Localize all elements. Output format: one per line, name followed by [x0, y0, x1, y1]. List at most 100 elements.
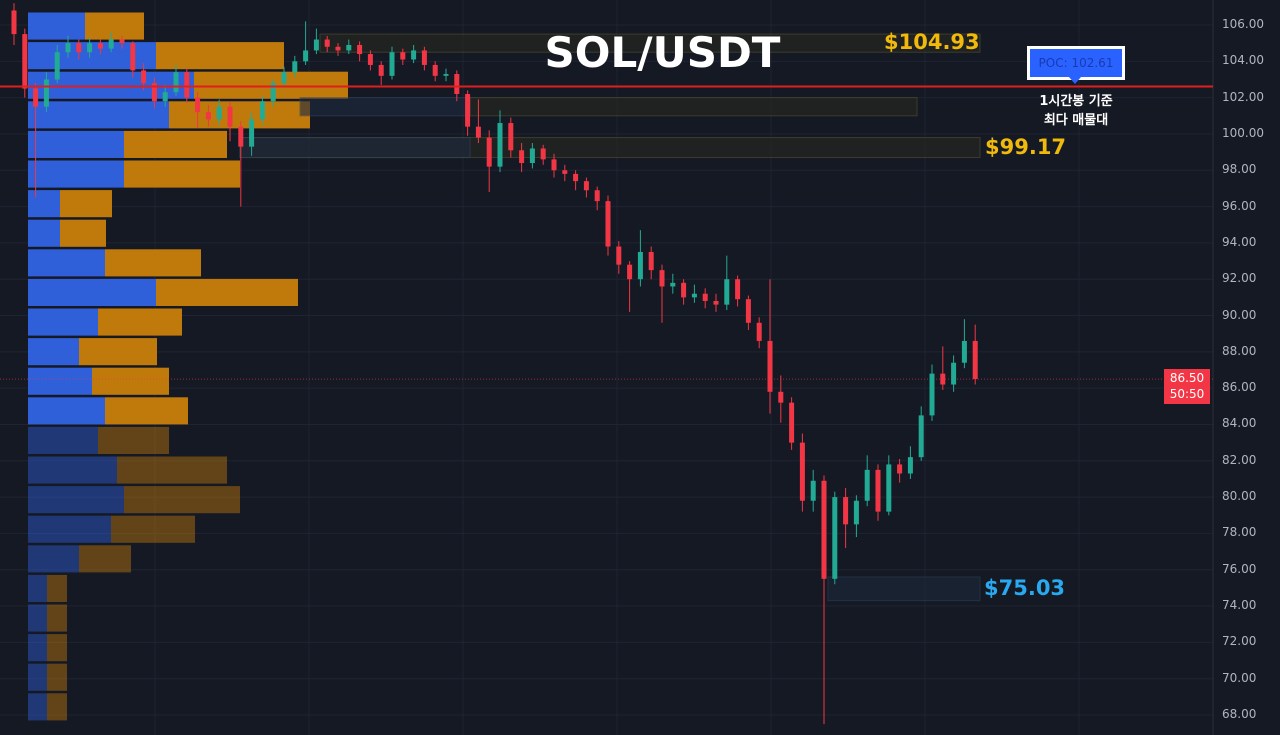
- price-tick-label: 90.00: [1222, 307, 1257, 322]
- candle-body: [756, 322, 762, 341]
- volume-profile-buy-bar: [28, 634, 47, 662]
- volume-profile-sell-bar: [47, 693, 67, 721]
- volume-profile-buy-bar: [28, 397, 105, 425]
- volume-profile-sell-bar: [169, 101, 310, 129]
- candle-body: [767, 340, 773, 392]
- candle-body: [43, 79, 49, 107]
- candle-body: [810, 480, 816, 501]
- price-tick-label: 102.00: [1222, 89, 1264, 104]
- candle-body: [735, 279, 741, 300]
- price-tick-label: 98.00: [1222, 162, 1257, 177]
- volume-profile-buy-bar: [28, 190, 60, 218]
- volume-profile-buy-bar: [28, 486, 124, 514]
- candle-body: [76, 43, 82, 53]
- candle-body: [22, 34, 28, 89]
- price-zone-box: [319, 33, 981, 53]
- candle-body: [367, 54, 373, 65]
- volume-profile-sell-bar: [47, 574, 67, 602]
- price-tick-label: 86.00: [1222, 380, 1257, 395]
- volume-profile-sell-bar: [79, 338, 157, 366]
- candle-body: [562, 170, 568, 174]
- candle-body: [497, 123, 503, 167]
- candle-body: [173, 72, 179, 93]
- candle-body: [162, 92, 168, 102]
- candle-body: [897, 464, 903, 474]
- candle-body: [249, 119, 255, 147]
- volume-profile-sell-bar: [47, 634, 67, 662]
- candle-body: [918, 415, 924, 458]
- volume-profile-sell-bar: [105, 249, 201, 277]
- price-zone-box: [827, 576, 981, 602]
- candle-body: [864, 469, 870, 501]
- volume-profile-sell-bar: [92, 367, 169, 395]
- candle-body: [324, 39, 330, 47]
- candle-body: [551, 159, 557, 171]
- candle-body: [691, 293, 697, 298]
- volume-profile-buy-bar: [28, 426, 98, 454]
- price-tick-label: 70.00: [1222, 670, 1257, 685]
- volume-profile-sell-bar: [156, 42, 284, 70]
- volume-profile-buy-bar: [28, 160, 124, 188]
- volume-profile-buy-bar: [28, 12, 85, 40]
- volume-profile-buy-bar: [28, 219, 60, 247]
- candle-body: [508, 123, 514, 151]
- candle-body: [659, 270, 665, 287]
- current-price-badge: 86.50 50:50: [1164, 369, 1210, 404]
- candle-body: [594, 190, 600, 202]
- volume-profile-sell-bar: [98, 308, 182, 336]
- candle-body: [875, 469, 881, 512]
- candle-body: [303, 50, 309, 62]
- volume-profile-buy-bar: [28, 515, 111, 543]
- candle-body: [335, 46, 341, 51]
- volume-profile-sell-bar: [124, 160, 240, 188]
- zone-label-104-93: $104.93: [884, 30, 980, 55]
- candle-body: [832, 497, 838, 579]
- candle-body: [378, 64, 384, 76]
- candle-body: [195, 97, 201, 113]
- price-tick-label: 78.00: [1222, 525, 1257, 540]
- candle-body: [573, 173, 579, 182]
- chart-title: SOL/USDT: [544, 28, 781, 77]
- price-tick-label: 76.00: [1222, 561, 1257, 576]
- volume-profile-buy-bar: [28, 604, 47, 632]
- candle-body: [519, 150, 525, 164]
- candle-body: [454, 74, 460, 95]
- candle-body: [961, 340, 967, 363]
- volume-profile-sell-bar: [124, 486, 240, 514]
- volume-profile-buy-bar: [28, 456, 117, 484]
- price-tick-label: 72.00: [1222, 634, 1257, 649]
- candle-body: [929, 373, 935, 416]
- price-zone-box: [239, 137, 471, 159]
- volume-profile-sell-bar: [47, 663, 67, 691]
- candle-body: [130, 43, 136, 71]
- candle-body: [540, 148, 546, 160]
- candle-body: [778, 391, 784, 403]
- price-tick-label: 88.00: [1222, 343, 1257, 358]
- candle-body: [421, 50, 427, 65]
- zone-label-75-03: $75.03: [984, 575, 1066, 600]
- current-price: 86.50: [1169, 371, 1205, 385]
- volume-profile-sell-bar: [124, 130, 227, 158]
- volume-profile-buy-bar: [28, 130, 124, 158]
- volume-profile-buy-bar: [28, 338, 79, 366]
- candle-body: [475, 126, 481, 138]
- candle-body: [346, 44, 352, 51]
- candle-body: [411, 50, 417, 60]
- volume-profile-buy-bar: [28, 545, 79, 573]
- candle-body: [313, 39, 319, 51]
- candle-body: [292, 61, 298, 73]
- candle-body: [259, 101, 265, 120]
- candle-body: [853, 500, 859, 525]
- candle-body: [972, 340, 978, 380]
- price-tick-label: 92.00: [1222, 271, 1257, 286]
- candle-body: [745, 299, 751, 323]
- candle-body: [907, 457, 913, 474]
- candle-body: [54, 52, 60, 80]
- candle-body: [940, 373, 946, 385]
- price-tick-label: 82.00: [1222, 452, 1257, 467]
- price-tick-label: 84.00: [1222, 416, 1257, 431]
- zone-label-99-17: $99.17: [985, 134, 1067, 159]
- candle-body: [789, 402, 795, 443]
